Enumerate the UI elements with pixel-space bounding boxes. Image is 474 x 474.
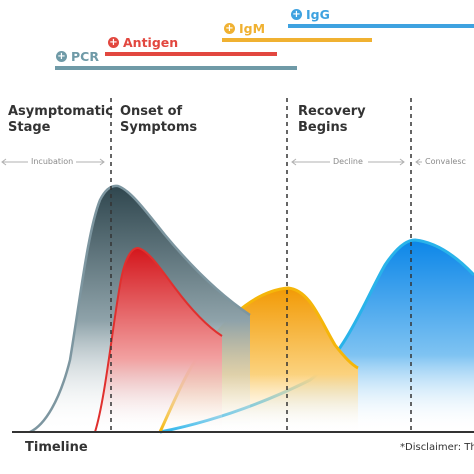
plus-icon: +: [56, 51, 67, 62]
igm-legend: + IgM: [224, 21, 265, 36]
recovery-line-1: Recovery: [298, 104, 366, 119]
plus-icon: +: [224, 23, 235, 34]
antigen-legend: + Antigen: [108, 35, 178, 50]
pcr-curve-outline: [29, 184, 251, 434]
decline-label: Decline: [333, 157, 363, 166]
antigen-label: Antigen: [123, 35, 179, 50]
igg-curve: [160, 240, 474, 432]
disclaimer-text: *Disclaimer: Th: [400, 442, 474, 453]
igg-legend: + IgG: [291, 7, 330, 22]
plus-icon: +: [108, 37, 119, 48]
pcr-label: PCR: [71, 49, 99, 64]
recovery-line-2: Begins: [298, 120, 348, 135]
asymptomatic-line-1: Asymptomatic: [8, 104, 113, 119]
igg-window-bar: [288, 24, 474, 28]
igm-label: IgM: [239, 21, 266, 36]
incubation-label: Incubation: [31, 157, 74, 166]
igm-window-bar: [222, 38, 372, 42]
pcr-window-bar: [55, 66, 297, 70]
recovery-stage-heading: Recovery Begins: [298, 104, 366, 136]
convalescence-arrow: [415, 158, 422, 166]
convalescence-label: Convalesc: [425, 157, 466, 166]
pcr-legend: + PCR: [56, 49, 99, 64]
igg-label: IgG: [306, 7, 330, 22]
onset-line-1: Onset of: [120, 104, 183, 119]
onset-line-2: Symptoms: [120, 120, 198, 135]
antigen-curve-outline: [94, 246, 223, 433]
antigen-curve: [95, 248, 222, 432]
onset-stage-heading: Onset of Symptoms: [120, 104, 197, 136]
decline-arrow: [291, 158, 405, 166]
antigen-window-bar: [105, 52, 277, 56]
timeline-label: Timeline: [25, 440, 88, 455]
asymptomatic-line-2: Stage: [8, 120, 51, 135]
asymptomatic-stage-heading: Asymptomatic Stage: [8, 104, 113, 136]
incubation-arrow: [1, 158, 105, 166]
plus-icon: +: [291, 9, 302, 20]
